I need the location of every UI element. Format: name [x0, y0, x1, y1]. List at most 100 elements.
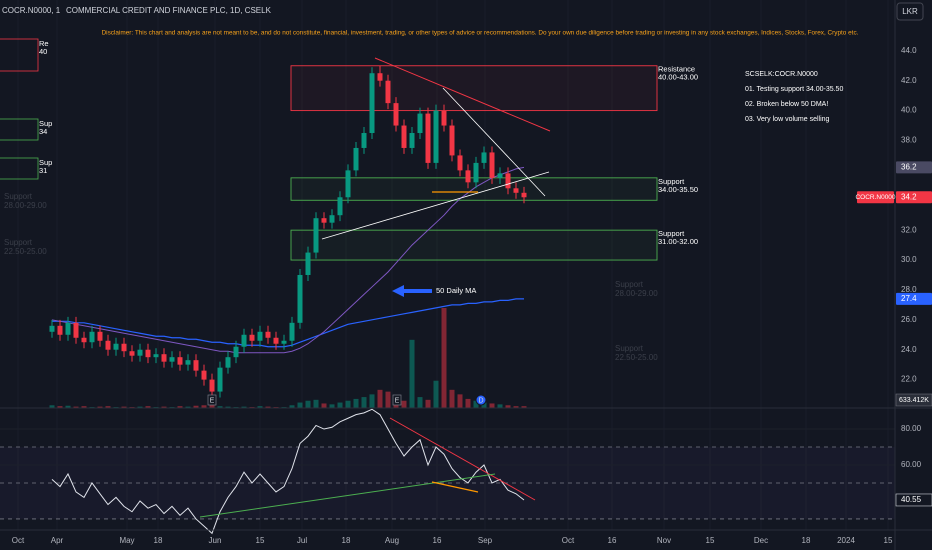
- candle-body: [273, 337, 279, 344]
- cropped-label: 34: [39, 127, 47, 136]
- y-tick-label: 40.0: [901, 106, 917, 115]
- rsi-tag-bg: [895, 493, 932, 507]
- volume-bar: [193, 405, 199, 408]
- candle-body: [361, 133, 367, 148]
- faint-labels: Support 28.00-29.00 Support 22.50-25.00 …: [0, 38, 658, 362]
- event-marker: [475, 394, 487, 406]
- disclaimer: Disclaimer: This chart and analysis are …: [102, 30, 859, 37]
- symbol-tag-bg: [857, 191, 894, 204]
- faint-label: 28.00-29.00: [4, 201, 47, 210]
- volume-bar: [257, 406, 263, 408]
- volume-bar: [401, 400, 407, 408]
- candle-body: [241, 334, 247, 347]
- x-tick-label: 16: [608, 536, 617, 545]
- faint-label: Support: [4, 238, 33, 247]
- faint-label: 28.00-29.00: [615, 289, 658, 298]
- trend-line: [374, 57, 551, 132]
- candle-body: [489, 152, 495, 178]
- faint-label: Support: [615, 280, 644, 289]
- volume-bar: [345, 400, 351, 408]
- volume-bar: [321, 403, 327, 408]
- y-tick-label: 22.0: [901, 375, 917, 384]
- zone-label: 31.00-32.00: [658, 237, 698, 246]
- note: 03. Very low volume selling: [745, 116, 830, 123]
- volume-bar: [225, 406, 231, 408]
- volume-bar: [513, 406, 519, 408]
- zone-title: Support: [658, 229, 685, 238]
- candle-body: [425, 113, 431, 163]
- volume-bar: [161, 406, 167, 408]
- rsi-trend-line: [431, 481, 479, 493]
- volume-bar: [217, 406, 223, 408]
- cropped-zone: [0, 38, 39, 72]
- volume-bar: [201, 405, 207, 408]
- y-tick-label: 44.0: [901, 46, 917, 55]
- x-tick-label: Jun: [209, 536, 222, 545]
- volume-tag: 633.412K: [899, 397, 929, 404]
- candle-body: [465, 170, 471, 183]
- cropped-label: 40: [39, 47, 47, 56]
- y-tick-label: 28.0: [901, 285, 917, 294]
- rsi-tick-label: 80.00: [901, 424, 922, 433]
- candle-body: [297, 274, 303, 323]
- candle-body: [401, 125, 407, 148]
- candle-body: [385, 80, 391, 104]
- x-tick-label: 18: [154, 536, 163, 545]
- trend-line: [321, 171, 550, 240]
- volume-bar: [369, 394, 375, 408]
- cropped-label: Re: [39, 39, 49, 48]
- note: 02. Broken below 50 DMA!: [745, 101, 828, 108]
- volume-bar: [409, 339, 415, 408]
- volume-bar: [473, 400, 479, 408]
- volume-bar: [497, 404, 503, 408]
- candle-body: [505, 173, 511, 189]
- volume-bar: [505, 405, 511, 408]
- candle-body: [257, 331, 263, 341]
- faint-label: 22.50-25.00: [4, 247, 47, 256]
- currency-box[interactable]: [896, 2, 924, 21]
- x-tick-label: Jul: [297, 536, 307, 545]
- candle-body: [449, 125, 455, 156]
- x-tick-label: 18: [342, 536, 351, 545]
- cropped-zone: [0, 157, 39, 180]
- candle-body: [513, 188, 519, 193]
- rsi-line: [51, 408, 525, 535]
- faint-label: 22.50-25.00: [615, 353, 658, 362]
- candle-body: [121, 343, 127, 352]
- volume-bar: [73, 406, 79, 408]
- candle-body: [161, 354, 167, 362]
- volume-bar: [481, 402, 487, 408]
- candle-body: [337, 197, 343, 216]
- volume-bar: [49, 405, 55, 408]
- volume-bar: [417, 397, 423, 408]
- volume-bar: [185, 406, 191, 408]
- candle-body: [145, 349, 151, 358]
- volume-bar: [97, 406, 103, 408]
- candle-body: [81, 337, 87, 343]
- x-tick-label: Dec: [754, 536, 768, 545]
- grid: [0, 446, 895, 520]
- x-tick-label: Nov: [657, 536, 671, 545]
- volume-bar: [425, 399, 431, 408]
- volume-bar: [137, 406, 143, 408]
- rsi-trend-line: [389, 417, 536, 501]
- y-tick-label: 38.0: [901, 136, 917, 145]
- close-tag-bg: [896, 191, 932, 204]
- candle-body: [441, 110, 447, 126]
- ma200-tag-bg: [896, 292, 932, 305]
- zone-label: 40.00-43.00: [658, 73, 698, 82]
- x-tick-label: 2024: [837, 536, 855, 545]
- volume-bar: [433, 380, 439, 408]
- volume-bar: [289, 405, 295, 408]
- volume-bar: [377, 389, 383, 408]
- candle-body: [153, 354, 159, 358]
- volume-bar: [57, 406, 63, 408]
- x-tick-label: Oct: [562, 536, 575, 545]
- event-marker: [207, 394, 217, 406]
- candle-body: [329, 215, 335, 223]
- ma50-tag: 36.2: [901, 162, 917, 171]
- note: SCSELK:COCR.N0000: [745, 71, 818, 78]
- event-marker: [392, 394, 402, 406]
- volume-bar: [337, 402, 343, 408]
